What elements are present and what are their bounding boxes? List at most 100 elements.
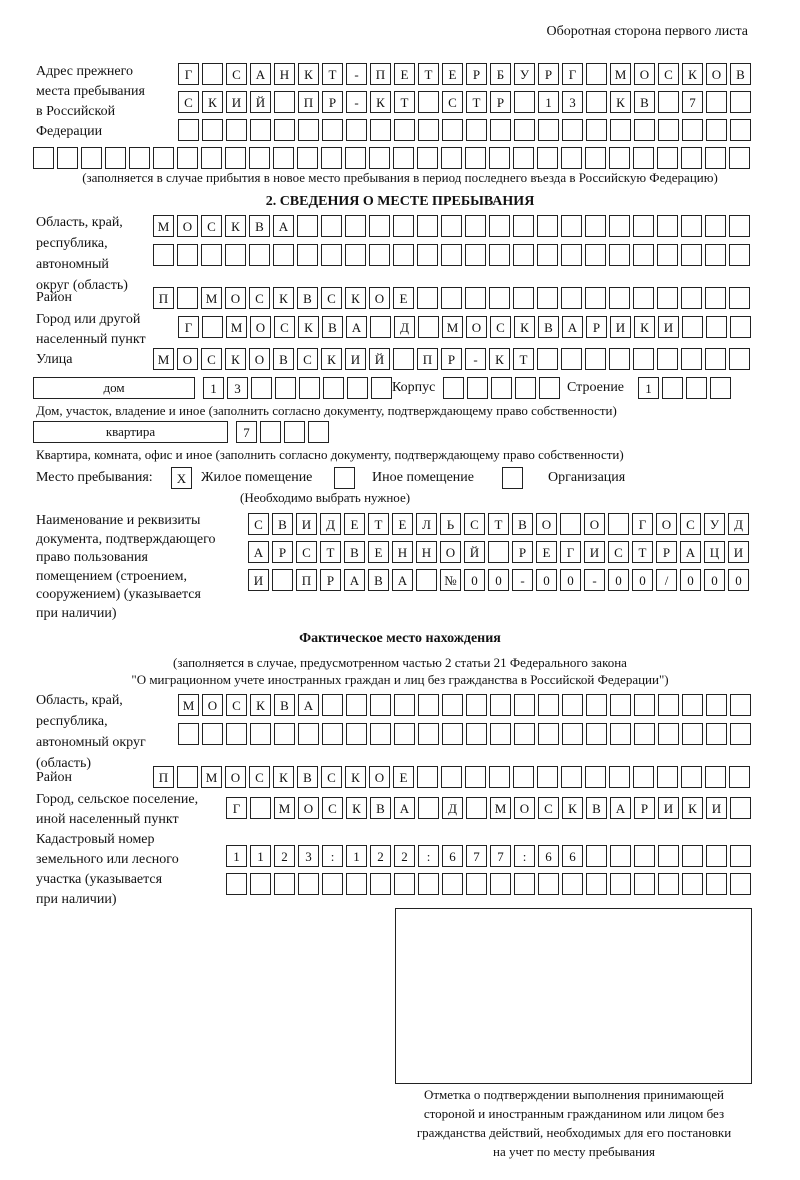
char-cell[interactable] (394, 723, 415, 745)
char-cell[interactable] (561, 766, 582, 788)
char-cell[interactable] (658, 845, 679, 867)
char-cell[interactable]: Г (560, 541, 581, 563)
char-cell[interactable]: К (225, 348, 246, 370)
char-cell[interactable] (729, 244, 750, 266)
char-cell[interactable]: - (465, 348, 486, 370)
char-cell[interactable] (705, 766, 726, 788)
char-cell[interactable]: О (225, 766, 246, 788)
char-cell[interactable]: Р (538, 63, 559, 85)
char-cell[interactable]: 1 (203, 377, 224, 399)
char-cell[interactable] (417, 215, 438, 237)
char-cell[interactable]: И (610, 316, 631, 338)
char-cell[interactable] (441, 287, 462, 309)
char-cell[interactable] (418, 797, 439, 819)
char-cell[interactable]: В (322, 316, 343, 338)
char-cell[interactable] (706, 873, 727, 895)
char-cell[interactable] (729, 287, 750, 309)
char-cell[interactable] (322, 119, 343, 141)
char-cell[interactable]: О (466, 316, 487, 338)
char-cell[interactable] (465, 244, 486, 266)
char-cell[interactable] (662, 377, 683, 399)
char-cell[interactable]: К (321, 348, 342, 370)
char-cell[interactable]: И (706, 797, 727, 819)
char-cell[interactable]: О (440, 541, 461, 563)
char-cell[interactable]: К (345, 287, 366, 309)
char-cell[interactable] (491, 377, 512, 399)
char-cell[interactable]: Е (536, 541, 557, 563)
char-cell[interactable] (562, 119, 583, 141)
char-cell[interactable]: 3 (562, 91, 583, 113)
char-cell[interactable]: 3 (298, 845, 319, 867)
char-cell[interactable]: - (346, 91, 367, 113)
char-cell[interactable] (153, 244, 174, 266)
char-cell[interactable]: С (297, 348, 318, 370)
char-cell[interactable]: П (296, 569, 317, 591)
char-cell[interactable] (633, 244, 654, 266)
char-cell[interactable]: Р (586, 316, 607, 338)
char-cell[interactable] (537, 215, 558, 237)
char-cell[interactable] (586, 119, 607, 141)
char-cell[interactable] (561, 244, 582, 266)
char-cell[interactable] (513, 147, 534, 169)
char-cell[interactable]: Т (368, 513, 389, 535)
char-cell[interactable]: С (658, 63, 679, 85)
option-organization-checkbox[interactable] (502, 467, 523, 489)
char-cell[interactable] (418, 119, 439, 141)
char-cell[interactable]: 0 (488, 569, 509, 591)
char-cell[interactable] (658, 91, 679, 113)
char-cell[interactable]: В (344, 541, 365, 563)
char-cell[interactable]: К (489, 348, 510, 370)
char-cell[interactable] (465, 766, 486, 788)
char-cell[interactable] (394, 119, 415, 141)
char-cell[interactable]: 0 (632, 569, 653, 591)
char-cell[interactable] (706, 845, 727, 867)
char-cell[interactable] (394, 873, 415, 895)
char-cell[interactable] (633, 766, 654, 788)
char-cell[interactable] (710, 377, 731, 399)
char-cell[interactable]: О (177, 348, 198, 370)
char-cell[interactable]: Й (369, 348, 390, 370)
char-cell[interactable]: Р (322, 91, 343, 113)
apartment-type-field[interactable]: квартира (33, 421, 228, 443)
char-cell[interactable]: Е (344, 513, 365, 535)
char-cell[interactable]: С (226, 63, 247, 85)
char-cell[interactable]: В (730, 63, 751, 85)
document-row-3[interactable]: И П Р А В А № 0 0-0 0-0 0/0 0 0 (248, 569, 749, 591)
char-cell[interactable] (586, 723, 607, 745)
char-cell[interactable]: Р (512, 541, 533, 563)
char-cell[interactable] (308, 421, 329, 443)
char-cell[interactable] (260, 421, 281, 443)
char-cell[interactable]: Т (632, 541, 653, 563)
char-cell[interactable]: Д (320, 513, 341, 535)
char-cell[interactable] (345, 147, 366, 169)
char-cell[interactable] (298, 119, 319, 141)
char-cell[interactable]: Л (416, 513, 437, 535)
char-cell[interactable]: 7 (236, 421, 257, 443)
char-cell[interactable]: О (225, 287, 246, 309)
char-cell[interactable]: Р (441, 348, 462, 370)
char-cell[interactable]: В (274, 694, 295, 716)
char-cell[interactable]: Н (416, 541, 437, 563)
char-cell[interactable]: Г (226, 797, 247, 819)
char-cell[interactable]: И (728, 541, 749, 563)
char-cell[interactable]: / (656, 569, 677, 591)
char-cell[interactable] (274, 119, 295, 141)
char-cell[interactable] (682, 845, 703, 867)
char-cell[interactable] (657, 147, 678, 169)
char-cell[interactable] (706, 316, 727, 338)
char-cell[interactable] (610, 119, 631, 141)
char-cell[interactable] (657, 348, 678, 370)
char-cell[interactable]: К (298, 63, 319, 85)
char-cell[interactable]: К (250, 694, 271, 716)
char-cell[interactable]: М (201, 287, 222, 309)
char-cell[interactable]: С (296, 541, 317, 563)
char-cell[interactable]: С (201, 348, 222, 370)
char-cell[interactable]: И (658, 797, 679, 819)
char-cell[interactable] (57, 147, 78, 169)
char-cell[interactable]: И (658, 316, 679, 338)
char-cell[interactable]: 6 (538, 845, 559, 867)
char-cell[interactable]: С (178, 91, 199, 113)
char-cell[interactable]: П (370, 63, 391, 85)
